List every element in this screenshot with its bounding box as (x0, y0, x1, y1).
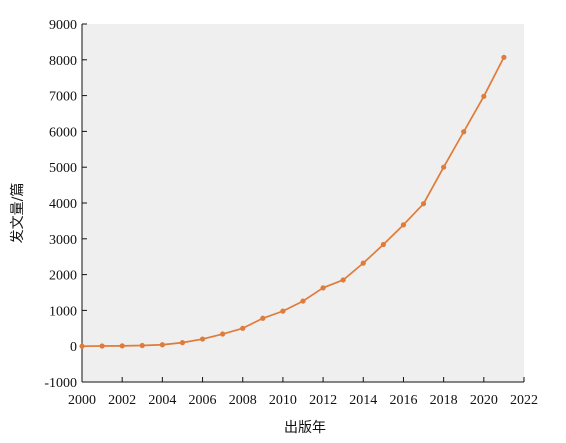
y-tick-label: 3000 (49, 233, 77, 248)
x-tick-label: 2008 (229, 393, 257, 408)
x-tick-label: 2006 (189, 393, 217, 408)
x-tick-label: 2002 (108, 393, 136, 408)
data-point (441, 164, 447, 170)
y-tick-label: 2000 (49, 269, 77, 284)
data-point (481, 93, 487, 99)
data-point (360, 260, 366, 266)
y-tick-label: 1000 (49, 304, 77, 319)
data-point (220, 331, 226, 337)
y-tick-label: 4000 (49, 197, 77, 212)
x-tick-label: 2000 (68, 393, 96, 408)
x-tick-label: 2020 (470, 393, 498, 408)
x-tick-label: 2004 (148, 393, 176, 408)
data-point (99, 343, 105, 349)
data-point (159, 342, 165, 348)
data-point (420, 201, 427, 207)
data-point (400, 222, 407, 228)
x-tick-label: 2012 (309, 393, 337, 408)
data-point (501, 54, 507, 60)
x-tick-label: 2014 (349, 393, 377, 408)
y-tick-label: 9000 (49, 18, 77, 33)
data-point (260, 315, 266, 321)
y-tick-label: 6000 (49, 125, 77, 140)
data-point (300, 298, 306, 304)
y-tick-label: 0 (70, 340, 77, 355)
data-point (119, 343, 125, 349)
data-point (340, 277, 346, 283)
x-tick-label: 2022 (510, 393, 538, 408)
data-point (240, 325, 246, 331)
data-point (380, 241, 386, 248)
x-tick-label: 2010 (269, 393, 297, 408)
y-tick-label: 5000 (49, 161, 77, 176)
data-point (461, 129, 467, 135)
x-axis-title: 出版年 (284, 420, 326, 436)
y-tick-label: 8000 (49, 54, 77, 69)
data-point (79, 343, 85, 349)
x-tick-label: 2018 (430, 393, 458, 408)
data-point (139, 342, 145, 349)
plot-area (82, 24, 524, 382)
y-tick-label: -1000 (44, 376, 77, 391)
data-point (179, 340, 186, 346)
data-point (320, 285, 326, 291)
data-point (280, 308, 286, 314)
y-tick-label: 7000 (49, 90, 77, 105)
y-axis-title: 发文量/篇 (10, 183, 26, 244)
data-point (199, 336, 206, 342)
x-tick-label: 2016 (389, 393, 417, 408)
series-line (81, 56, 505, 348)
